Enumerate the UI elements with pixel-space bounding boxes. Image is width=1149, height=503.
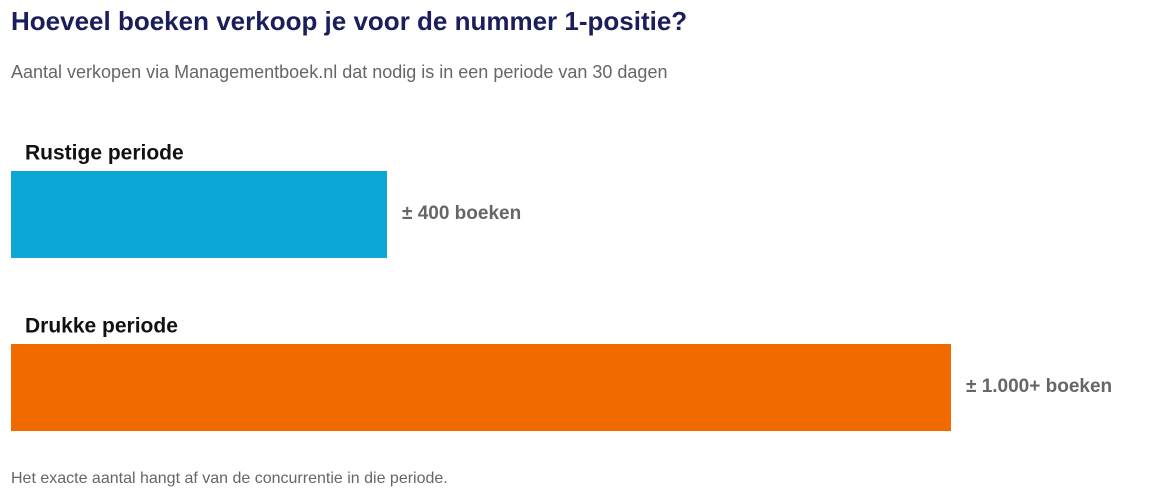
chart-subtitle: Aantal verkopen via Managementboek.nl da… bbox=[11, 62, 667, 82]
value-label: ± 1.000+ boeken bbox=[966, 376, 1112, 397]
value-label: ± 400 boeken bbox=[402, 203, 521, 224]
category-label: Drukke periode bbox=[25, 315, 178, 338]
caption: Het exacte aantal hangt af van de concur… bbox=[11, 470, 448, 487]
bar bbox=[11, 171, 387, 258]
category-label: Rustige periode bbox=[25, 142, 184, 165]
chart-title: Hoeveel boeken verkoop je voor de nummer… bbox=[11, 6, 687, 36]
bar bbox=[11, 344, 951, 431]
